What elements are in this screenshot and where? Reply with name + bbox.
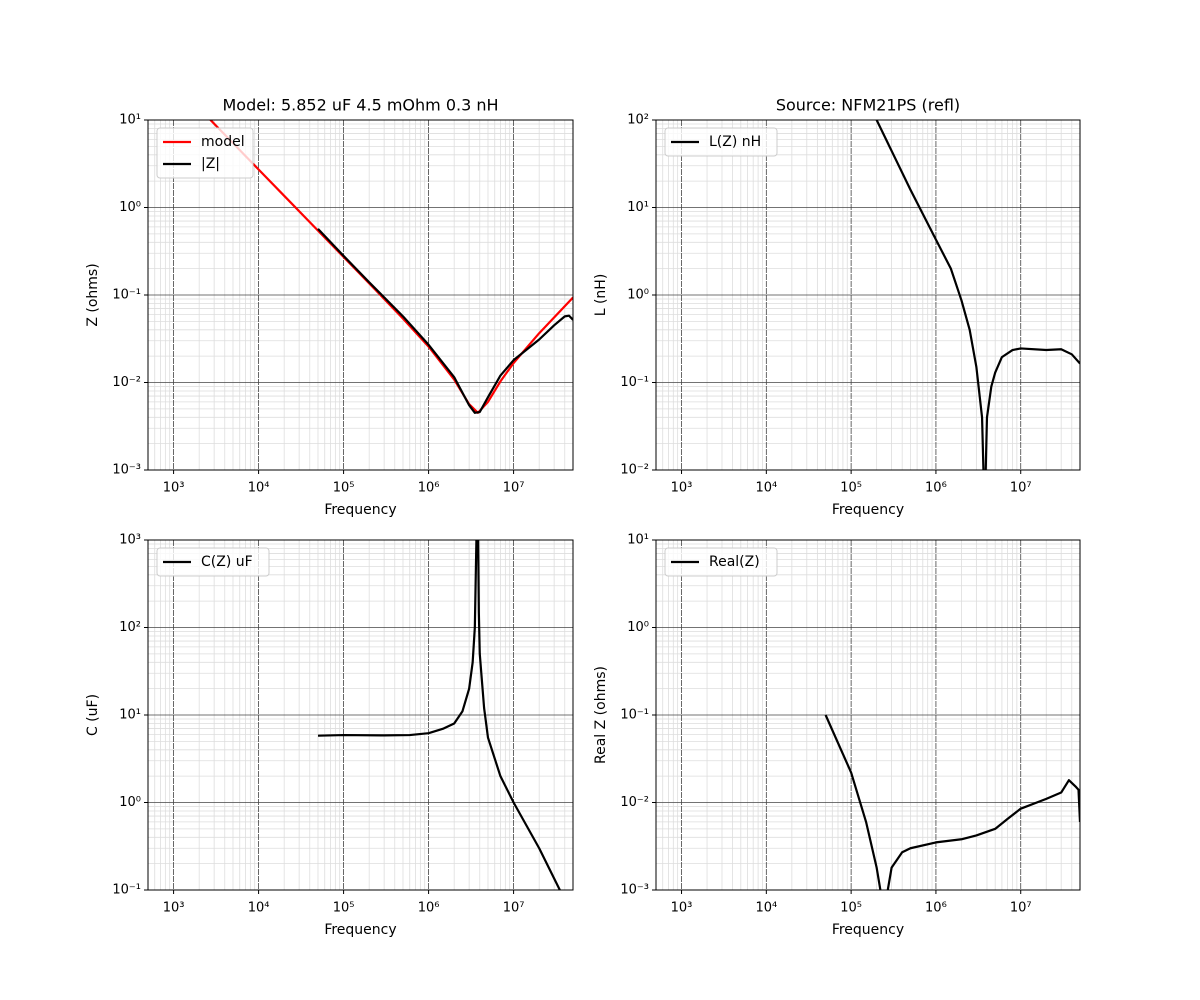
chart-title: Model: 5.852 uF 4.5 mOhm 0.3 nH — [222, 96, 498, 115]
series-line — [317, 228, 573, 414]
y-tick-label: 10⁻³ — [620, 883, 649, 898]
x-tick-label: 10⁵ — [840, 481, 862, 496]
axes: 10³ 10⁴ 10⁵ 10⁶ 10⁷ 10⁻¹ 10⁰ 10¹ 10² 10³ Frequency… — [85, 533, 574, 938]
x-tick-label: 10⁶ — [418, 901, 440, 916]
axes-frame — [655, 119, 1081, 471]
y-tick-label: 10⁻² — [620, 795, 649, 810]
x-axis-label: Frequency — [832, 502, 904, 518]
y-tick-label: 10¹ — [119, 708, 141, 723]
y-tick-label: 10² — [119, 620, 141, 635]
axes: 10³ 10⁴ 10⁵ 10⁶ 10⁷ 10⁻² 10⁻¹ 10⁰ 10¹ 10² Source: … — [593, 96, 1081, 518]
y-tick-label: 10⁰ — [627, 288, 649, 303]
x-tick-label: 10³ — [163, 481, 185, 496]
series-group — [875, 120, 1080, 470]
legend-label: model — [201, 134, 245, 150]
y-tick-label: 10¹ — [627, 533, 649, 548]
legend-label: L(Z) nH — [709, 134, 761, 150]
x-tick-label: 10³ — [163, 901, 185, 916]
y-tick-label: 10¹ — [119, 113, 141, 128]
y-tick-label: 10⁻³ — [112, 463, 141, 478]
legend: C(Z) uF — [156, 547, 270, 577]
x-tick-label: 10⁷ — [503, 901, 525, 916]
x-tick-label: 10⁵ — [333, 481, 355, 496]
legend-label: C(Z) uF — [201, 554, 253, 570]
y-tick-label: 10⁻¹ — [112, 883, 141, 898]
x-tick-label: 10⁷ — [1010, 901, 1032, 916]
series-line — [824, 714, 1080, 890]
y-axis-label: C (uF) — [85, 694, 101, 736]
y-tick-label: 10² — [627, 113, 649, 128]
series-line — [317, 540, 561, 890]
x-tick-label: 10⁵ — [840, 901, 862, 916]
series-line — [208, 120, 573, 414]
x-axis-label: Frequency — [324, 922, 396, 938]
axes: 10³ 10⁴ 10⁵ 10⁶ 10⁷ 10⁻³ 10⁻² 10⁻¹ 10⁰ 10¹ Model: … — [85, 96, 574, 518]
axes-frame — [147, 119, 574, 471]
y-tick-label: 10¹ — [627, 200, 649, 215]
x-tick-label: 10⁵ — [333, 901, 355, 916]
legend-box — [156, 547, 270, 577]
y-tick-label: 10⁻² — [620, 463, 649, 478]
legend: L(Z) nH — [664, 127, 778, 157]
series-group — [824, 714, 1080, 890]
legend-label: |Z| — [201, 156, 220, 172]
legend-box — [664, 127, 778, 157]
x-tick-label: 10⁴ — [755, 481, 777, 496]
series-group — [317, 540, 561, 890]
y-tick-label: 10³ — [119, 533, 141, 548]
axes-frame — [655, 539, 1081, 891]
x-axis-label: Frequency — [832, 922, 904, 938]
y-tick-label: 10⁰ — [119, 795, 141, 810]
x-tick-label: 10⁶ — [925, 901, 947, 916]
legend: Real(Z) — [664, 547, 778, 577]
x-tick-label: 10⁶ — [925, 481, 947, 496]
x-tick-label: 10⁶ — [418, 481, 440, 496]
axes-frame — [147, 539, 574, 891]
y-axis-label: L (nH) — [593, 274, 609, 317]
x-axis-label: Frequency — [324, 502, 396, 518]
y-tick-label: 10⁻¹ — [112, 288, 141, 303]
legend-label: Real(Z) — [709, 554, 760, 570]
y-axis-label: Real Z (ohms) — [593, 666, 609, 764]
legend-box — [156, 127, 254, 179]
x-tick-label: 10⁷ — [1010, 481, 1032, 496]
x-tick-label: 10³ — [671, 901, 693, 916]
y-tick-label: 10⁰ — [119, 200, 141, 215]
y-tick-label: 10⁰ — [627, 620, 649, 635]
x-tick-label: 10⁴ — [755, 901, 777, 916]
chart-title: Source: NFM21PS (refl) — [776, 96, 960, 115]
y-tick-label: 10⁻¹ — [620, 708, 649, 723]
y-axis-label: Z (ohms) — [85, 263, 101, 326]
x-tick-label: 10⁷ — [503, 481, 525, 496]
x-tick-label: 10⁴ — [248, 901, 270, 916]
legend-box — [664, 547, 778, 577]
x-tick-label: 10⁴ — [248, 481, 270, 496]
axes: 10³ 10⁴ 10⁵ 10⁶ 10⁷ 10⁻³ 10⁻² 10⁻¹ 10⁰ 10¹ Frequen… — [593, 533, 1081, 938]
series-line — [875, 120, 1080, 470]
legend: model |Z| — [156, 127, 254, 179]
series-group — [208, 120, 573, 414]
y-tick-label: 10⁻² — [112, 375, 141, 390]
x-tick-label: 10³ — [671, 481, 693, 496]
y-tick-label: 10⁻¹ — [620, 375, 649, 390]
